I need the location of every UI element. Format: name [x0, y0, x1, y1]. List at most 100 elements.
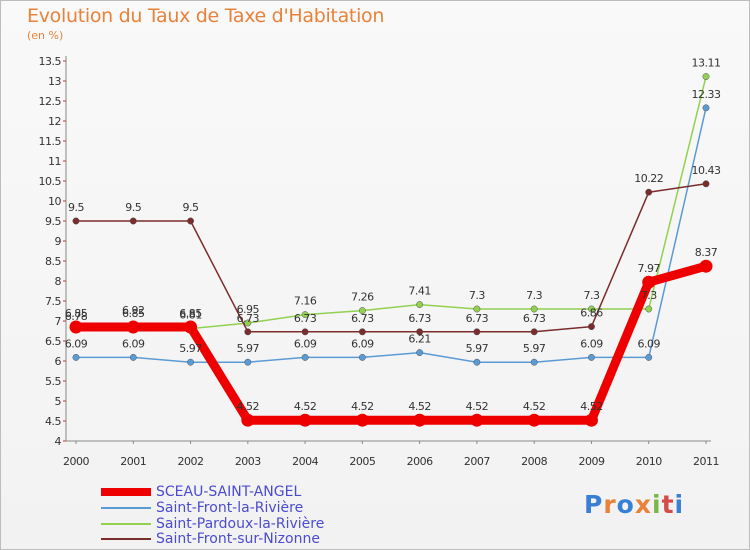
logo-letter: i	[652, 490, 662, 519]
data-label-saint-pardoux-la-riviere: 7.41	[408, 285, 431, 298]
y-tick-label: 11.5	[39, 135, 62, 148]
data-point-saint-front-sur-nizonne	[301, 328, 309, 336]
data-point-sceau-saint-angel	[69, 320, 83, 334]
logo-letter: P	[584, 490, 604, 519]
y-tick-label: 9	[55, 235, 62, 248]
logo-letter: o	[616, 490, 635, 519]
y-tick-label: 13	[48, 75, 61, 88]
series-line-saint-front-la-riviere	[75, 107, 707, 363]
y-tick-label: 7.5	[45, 295, 61, 308]
data-point-saint-front-sur-nizonne	[702, 180, 710, 188]
data-label-saint-front-la-riviere: 6.21	[408, 333, 431, 346]
data-label-saint-front-sur-nizonne: 6.73	[408, 312, 431, 325]
data-label-saint-pardoux-la-riviere: 7.3	[469, 289, 485, 302]
x-tick-label: 2001	[120, 455, 146, 468]
x-tick-label: 2010	[636, 455, 662, 468]
data-label-sceau-saint-angel: 6.85	[65, 307, 88, 320]
logo-letter: t	[661, 490, 675, 519]
y-tick-label: 13.5	[39, 55, 62, 68]
data-label-saint-pardoux-la-riviere: 7.3	[583, 289, 599, 302]
legend-label: Saint-Front-sur-Nizonne	[156, 531, 320, 547]
data-label-saint-front-la-riviere: 5.97	[237, 342, 260, 355]
data-point-saint-front-sur-nizonne	[72, 217, 80, 225]
data-point-saint-front-la-riviere	[244, 358, 252, 366]
data-point-sceau-saint-angel	[413, 413, 427, 427]
y-tick-label: 12	[48, 115, 61, 128]
data-point-saint-front-sur-nizonne	[645, 188, 653, 196]
data-point-sceau-saint-angel	[527, 413, 541, 427]
data-point-saint-front-sur-nizonne	[530, 328, 538, 336]
data-label-sceau-saint-angel: 4.52	[466, 400, 489, 413]
series-line-sceau-saint-angel	[71, 261, 711, 425]
data-label-saint-front-la-riviere: 6.09	[351, 337, 374, 350]
data-label-saint-front-la-riviere: 6.09	[65, 337, 88, 350]
data-label-sceau-saint-angel: 8.37	[695, 246, 718, 259]
data-point-saint-pardoux-la-riviere	[588, 305, 595, 313]
data-label-sceau-saint-angel: 4.52	[237, 400, 260, 413]
y-tick-label: 7	[55, 315, 62, 328]
data-label-saint-front-la-riviere: 6.09	[637, 337, 660, 350]
data-label-saint-pardoux-la-riviere: 7.26	[351, 291, 374, 304]
data-point-saint-front-la-riviere	[702, 104, 710, 112]
x-tick-label: 2002	[178, 455, 204, 468]
y-tick-label: 12.5	[39, 95, 62, 108]
y-tick-label: 8.5	[45, 255, 61, 268]
y-tick-label: 10.5	[39, 175, 62, 188]
data-label-saint-front-la-riviere: 6.09	[122, 337, 145, 350]
data-point-sceau-saint-angel	[642, 275, 656, 289]
data-label-saint-front-la-riviere: 6.09	[580, 337, 603, 350]
y-tick-label: 8	[55, 275, 62, 288]
y-tick-label: 11	[48, 155, 61, 168]
data-label-saint-pardoux-la-riviere: 7.16	[294, 295, 317, 308]
legend-swatch	[101, 538, 151, 540]
legend-label: Saint-Front-la-Rivière	[156, 500, 304, 516]
series-line-saint-pardoux-la-riviere	[75, 75, 707, 331]
data-label-saint-pardoux-la-riviere: 13.11	[692, 57, 721, 70]
x-tick-label: 2007	[464, 455, 490, 468]
series-line-saint-front-sur-nizonne	[75, 183, 707, 333]
data-label-sceau-saint-angel: 6.85	[122, 307, 145, 320]
data-label-saint-pardoux-la-riviere: 6.81	[179, 309, 202, 322]
data-label-saint-pardoux-la-riviere: 7.3	[526, 289, 542, 302]
data-label-saint-pardoux-la-riviere: 7.3	[641, 289, 657, 302]
y-tick-label: 10	[48, 195, 61, 208]
data-label-saint-front-sur-nizonne: 9.5	[183, 201, 199, 214]
y-tick-label: 6	[55, 355, 62, 368]
data-point-saint-front-sur-nizonne	[358, 328, 366, 336]
data-label-saint-front-la-riviere: 5.97	[179, 342, 202, 355]
data-point-saint-front-la-riviere	[358, 353, 366, 361]
x-tick-label: 2005	[349, 455, 375, 468]
data-label-saint-pardoux-la-riviere: 6.92	[122, 304, 145, 317]
chart-title: Evolution du Taux de Taxe d'Habitation	[27, 5, 385, 27]
data-point-saint-front-la-riviere	[72, 353, 80, 361]
data-point-saint-front-la-riviere	[187, 358, 194, 366]
data-point-saint-front-sur-nizonne	[473, 328, 481, 336]
data-point-sceau-saint-angel	[470, 413, 484, 427]
data-label-saint-front-la-riviere: 6.09	[294, 337, 317, 350]
data-point-saint-front-sur-nizonne	[244, 328, 252, 336]
data-label-sceau-saint-angel: 4.52	[294, 400, 317, 413]
logo-letter: i	[674, 490, 685, 519]
data-label-saint-front-la-riviere: 5.97	[523, 342, 546, 355]
data-label-sceau-saint-angel: 4.52	[408, 400, 431, 413]
y-tick-label: 5	[55, 395, 62, 408]
data-label-saint-front-sur-nizonne: 9.5	[125, 201, 141, 214]
data-label-saint-front-sur-nizonne: 6.86	[580, 307, 603, 320]
data-label-sceau-saint-angel: 7.97	[637, 262, 660, 275]
x-tick-label: 2004	[292, 455, 318, 468]
legend-swatch	[101, 488, 151, 496]
data-label-saint-front-sur-nizonne: 6.73	[466, 312, 489, 325]
data-point-saint-front-la-riviere	[473, 358, 481, 366]
data-label-saint-front-sur-nizonne: 10.22	[634, 172, 663, 185]
logo-letter: r	[603, 490, 617, 519]
x-tick-label: 2009	[578, 455, 604, 468]
data-point-saint-pardoux-la-riviere	[244, 319, 252, 327]
data-label-saint-pardoux-la-riviere: 6.95	[237, 303, 260, 316]
data-label-saint-front-la-riviere: 5.97	[466, 342, 489, 355]
data-point-saint-pardoux-la-riviere	[473, 305, 481, 313]
y-tick-label: 5.5	[45, 375, 61, 388]
data-label-sceau-saint-angel: 4.52	[523, 400, 546, 413]
x-tick-label: 2006	[407, 455, 433, 468]
